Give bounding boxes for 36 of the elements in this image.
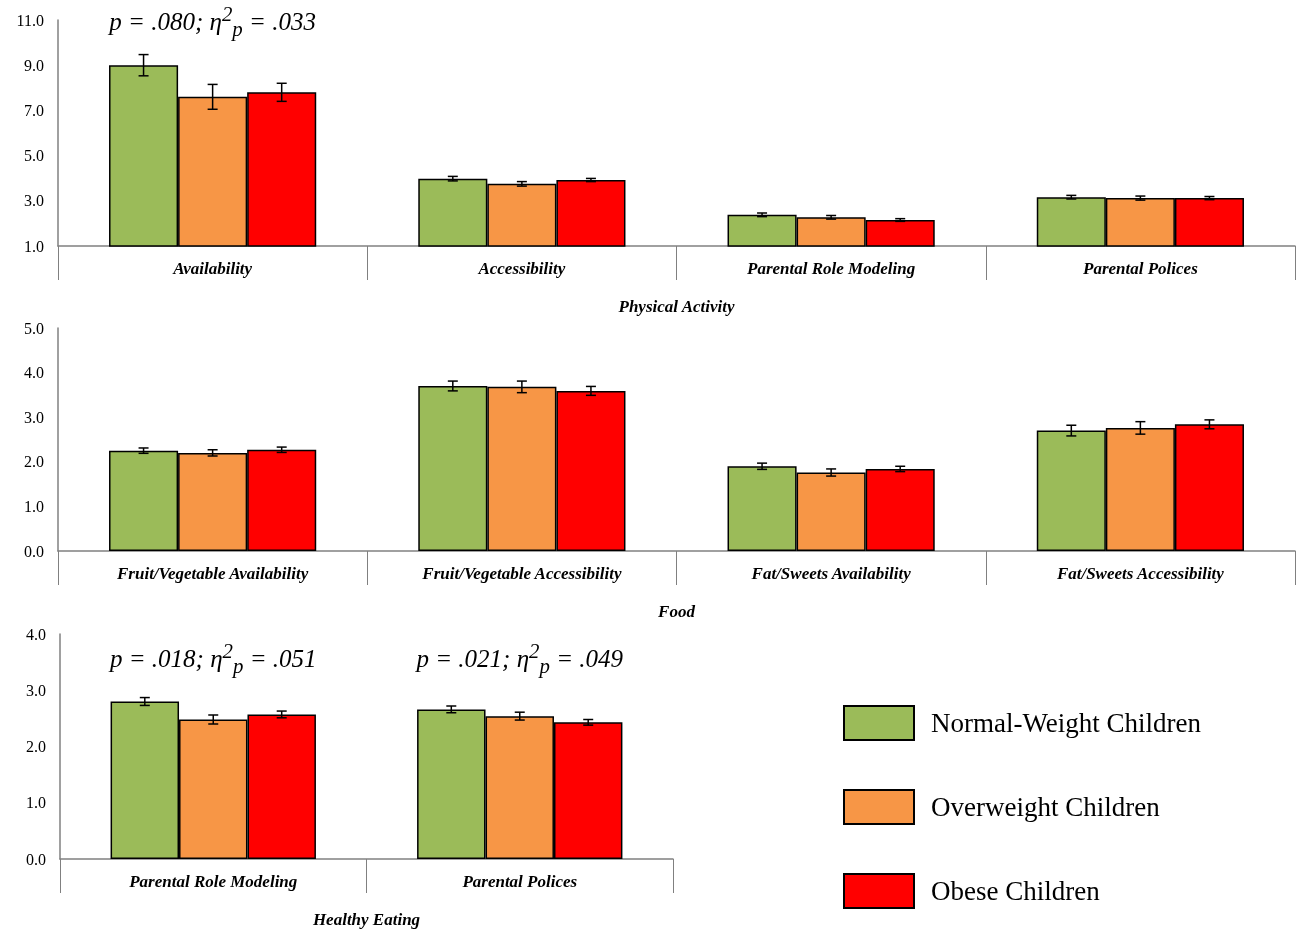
y-tick-label: 9.0 [24,56,44,74]
y-tick-label: 1.0 [24,237,44,255]
x-tick-label: Fruit/Vegetable Accessibility [421,564,622,583]
x-tick-label: Fat/Sweets Accessibility [1055,564,1225,583]
y-tick-label: 2.0 [24,453,44,471]
x-tick-label: Fruit/Vegetable Availability [116,564,309,583]
legend-label: Overweight Children [931,792,1161,822]
y-tick-label: 7.0 [24,101,44,119]
y-tick-label: 3.0 [24,192,44,210]
x-tick-label: Parental Role Modeling [746,259,916,278]
y-tick-label: 3.0 [24,408,44,426]
y-tick-label: 0.0 [26,850,46,868]
annotation: p = .018; η$^{2}$$_{p}$ = .051 [109,638,317,680]
legend-label: Normal-Weight Children [931,708,1202,738]
y-tick-label: 1.0 [26,794,46,812]
annotation: p = .080; η$^{2}$$_{p}$ = .033 [109,1,316,43]
x-tick-label: Parental Polices [461,872,578,891]
y-tick-label: 4.0 [26,625,46,643]
x-tick-label: Parental Polices [1082,259,1199,278]
x-axis-title: Healthy Eating [311,910,421,929]
y-tick-label: 0.0 [24,542,44,560]
y-tick-label: 2.0 [26,738,46,755]
y-tick-label: 3.0 [26,681,46,699]
x-tick-label: Accessibility [477,259,566,278]
y-tick-label: 5.0 [24,147,44,165]
legend-label: Obese Children [931,876,1101,906]
y-tick-label: 1.0 [24,497,44,515]
y-tick-label: 4.0 [24,364,44,382]
x-tick-label: Fat/Sweets Availability [750,564,912,583]
x-axis-title: Physical Activity [617,297,735,316]
annotation: p = .021; η$^{2}$$_{p}$ = .049 [416,638,624,680]
x-tick-label: Availability [172,259,253,278]
x-tick-label: Parental Role Modeling [128,872,298,891]
x-axis-title: Food [657,602,696,621]
y-tick-label: 11.0 [16,11,44,29]
y-tick-label: 5.0 [24,319,44,337]
